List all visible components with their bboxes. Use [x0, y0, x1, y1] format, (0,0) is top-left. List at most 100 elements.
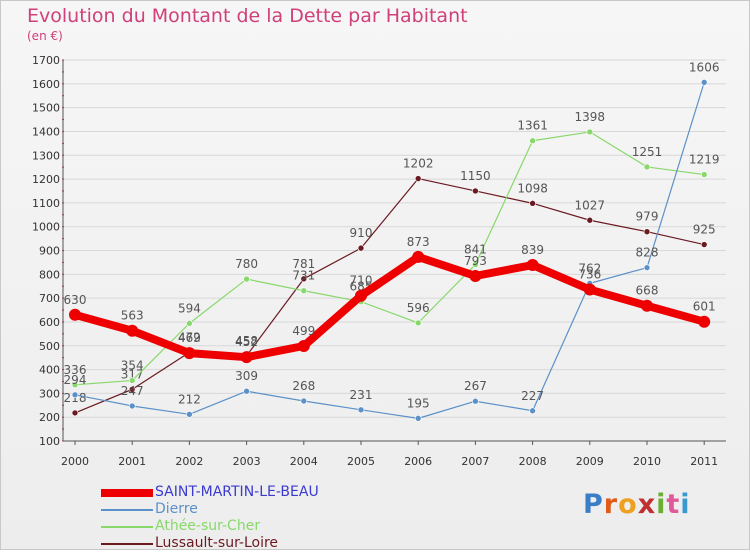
data-point-saint-martin-le-beau: [126, 324, 139, 337]
legend-item-lussault-sur-loire: Lussault-sur-Loire: [101, 535, 381, 553]
data-label-lussault-sur-loire: 925: [693, 223, 716, 237]
legend-item-saint-martin-le-beau: SAINT-MARTIN-LE-BEAU: [101, 484, 381, 502]
data-label-saint-martin-le-beau: 601: [693, 300, 716, 314]
data-label-ath-e-sur-cher: 841: [464, 243, 487, 257]
data-point-ath-e-sur-cher: [586, 128, 594, 136]
chart-title: Evolution du Montant de la Dette par Hab…: [27, 5, 468, 27]
data-label-dierre: 195: [407, 396, 430, 410]
data-point-ath-e-sur-cher: [414, 319, 422, 327]
data-point-dierre: [186, 411, 193, 418]
data-point-ath-e-sur-cher: [700, 171, 708, 178]
data-label-saint-martin-le-beau: 710: [350, 274, 373, 288]
data-label-saint-martin-le-beau: 469: [178, 331, 201, 345]
data-label-lussault-sur-loire: 979: [636, 210, 659, 224]
y-tick-label: 1500: [32, 102, 60, 115]
x-tick-label: 2000: [61, 455, 89, 468]
data-point-lussault-sur-loire: [472, 187, 479, 195]
data-label-lussault-sur-loire: 317: [121, 367, 144, 381]
data-label-dierre: 309: [235, 369, 258, 383]
legend-item-dierre: Dierre: [101, 501, 381, 519]
legend-swatch: [101, 509, 153, 511]
data-point-dierre: [529, 407, 536, 415]
data-point-saint-martin-le-beau: [297, 339, 310, 352]
data-label-lussault-sur-loire: 781: [292, 257, 315, 271]
x-tick-label: 2011: [690, 455, 718, 468]
data-point-lussault-sur-loire: [700, 241, 708, 248]
data-label-lussault-sur-loire: 1202: [403, 157, 434, 171]
data-label-lussault-sur-loire: 1150: [460, 169, 491, 183]
data-point-saint-martin-le-beau: [526, 259, 539, 272]
legend-item-ath-e-sur-cher: Athée-sur-Cher: [101, 518, 381, 536]
y-tick-label: 200: [39, 411, 60, 424]
y-tick-label: 700: [39, 292, 60, 305]
legend-label: SAINT-MARTIN-LE-BEAU: [155, 484, 319, 500]
data-label-dierre: 762: [578, 261, 601, 275]
data-point-lussault-sur-loire: [586, 216, 594, 224]
y-tick-label: 800: [39, 268, 60, 281]
data-point-saint-martin-le-beau: [183, 347, 196, 360]
legend-swatch: [101, 526, 153, 528]
data-label-ath-e-sur-cher: 1361: [517, 119, 548, 133]
data-label-lussault-sur-loire: 472: [178, 330, 201, 344]
y-tick-label: 1400: [32, 125, 60, 138]
y-tick-label: 1300: [32, 149, 60, 162]
data-point-ath-e-sur-cher: [300, 287, 308, 295]
x-tick-label: 2010: [633, 455, 661, 468]
data-label-saint-martin-le-beau: 793: [464, 254, 487, 268]
data-label-saint-martin-le-beau: 873: [407, 235, 430, 249]
data-point-ath-e-sur-cher: [529, 137, 536, 145]
x-tick-label: 2001: [118, 455, 146, 468]
data-point-saint-martin-le-beau: [698, 315, 711, 328]
proxiti-logo: Proxiti: [583, 489, 691, 520]
data-point-lussault-sur-loire: [357, 244, 365, 252]
data-point-dierre: [472, 397, 479, 405]
y-tick-label: 1100: [32, 197, 60, 210]
data-label-saint-martin-le-beau: 499: [292, 324, 315, 338]
series-line-dierre: [74, 81, 705, 419]
series-line-ath-e-sur-cher: [74, 131, 705, 386]
data-label-dierre: 268: [292, 379, 315, 393]
data-point-ath-e-sur-cher: [243, 275, 250, 283]
data-point-dierre: [414, 415, 422, 422]
data-point-saint-martin-le-beau: [583, 283, 596, 296]
data-point-dierre: [300, 397, 308, 405]
legend-label: Dierre: [155, 501, 198, 517]
data-label-saint-martin-le-beau: 668: [636, 284, 659, 298]
data-label-ath-e-sur-cher: 336: [64, 363, 87, 377]
data-label-ath-e-sur-cher: 780: [235, 257, 258, 271]
legend-label: Lussault-sur-Loire: [155, 535, 279, 551]
data-label-ath-e-sur-cher: 596: [407, 301, 430, 315]
data-point-saint-martin-le-beau: [641, 299, 653, 312]
data-label-ath-e-sur-cher: 594: [178, 301, 201, 315]
data-point-saint-martin-le-beau: [69, 308, 81, 321]
data-label-dierre: 267: [464, 379, 487, 393]
data-point-ath-e-sur-cher: [472, 261, 479, 268]
legend-label: Athée-sur-Cher: [155, 518, 261, 534]
data-label-dierre: 294: [64, 373, 87, 387]
data-point-lussault-sur-loire: [529, 200, 536, 207]
data-point-saint-martin-le-beau: [412, 250, 425, 263]
legend: SAINT-MARTIN-LE-BEAU Dierre Athée-sur-Cher…: [101, 484, 381, 553]
data-label-ath-e-sur-cher: 1219: [689, 153, 720, 167]
x-tick-label: 2003: [233, 455, 261, 468]
data-label-saint-martin-le-beau: 630: [64, 293, 87, 307]
data-label-saint-martin-le-beau: 452: [235, 335, 258, 349]
data-point-lussault-sur-loire: [71, 409, 79, 417]
x-tick-label: 2005: [347, 455, 375, 468]
data-label-dierre: 212: [178, 392, 201, 406]
data-label-ath-e-sur-cher: 1398: [575, 110, 606, 124]
y-tick-label: 900: [39, 245, 60, 258]
data-label-dierre: 231: [350, 388, 373, 402]
data-point-dierre: [700, 79, 708, 86]
legend-swatch: [101, 489, 153, 497]
data-point-ath-e-sur-cher: [186, 320, 193, 327]
data-point-ath-e-sur-cher: [128, 377, 136, 384]
data-label-saint-martin-le-beau: 736: [578, 268, 601, 282]
series-line-saint-martin-le-beau: [71, 252, 709, 362]
y-tick-label: 100: [39, 435, 60, 448]
x-tick-label: 2006: [404, 455, 432, 468]
x-tick-label: 2004: [290, 455, 318, 468]
y-tick-label: 300: [39, 387, 60, 400]
data-label-lussault-sur-loire: 458: [235, 334, 258, 348]
